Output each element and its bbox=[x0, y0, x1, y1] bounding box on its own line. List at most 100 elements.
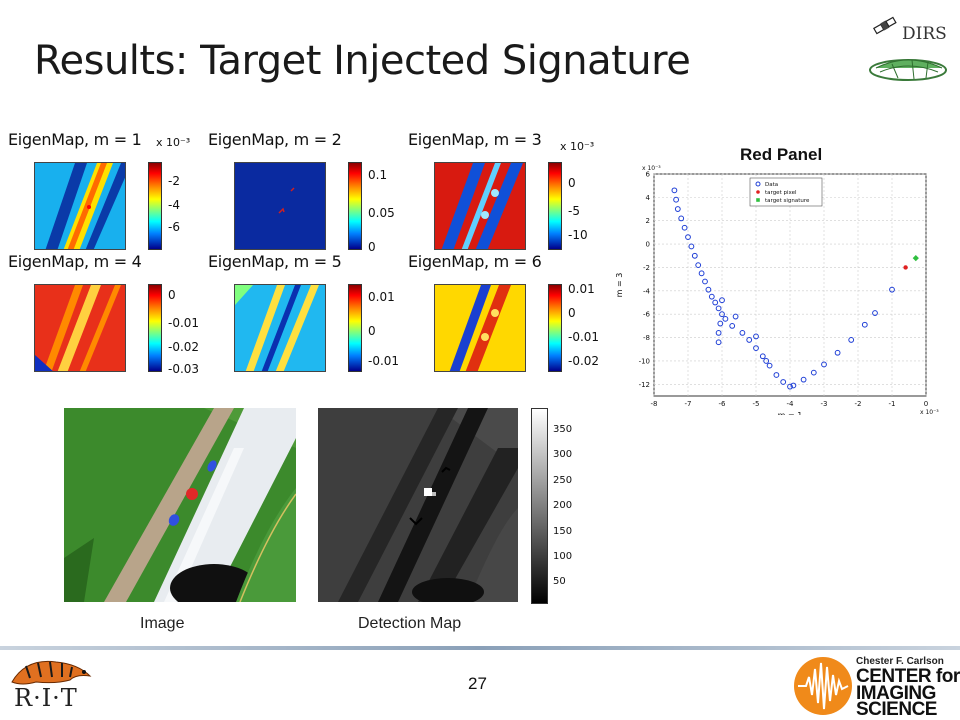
data-point bbox=[715, 339, 722, 346]
colorbar-tick: 350 bbox=[553, 424, 573, 435]
cis-logo-line3: IMAGING bbox=[856, 683, 936, 704]
x-tick-label: -2 bbox=[855, 400, 862, 408]
x-tick-label: -4 bbox=[787, 400, 795, 408]
data-point bbox=[705, 286, 712, 293]
colorbar-tick: -0.01 bbox=[168, 316, 200, 330]
chart-title: Red Panel bbox=[740, 145, 823, 164]
colorbar-tick: 0.01 bbox=[568, 282, 595, 296]
eigenmap-4: EigenMap, m = 4 0 -0.01 -0.02 -0.03 bbox=[8, 252, 208, 380]
eigenmap-label: EigenMap, m = 1 bbox=[8, 130, 142, 149]
data-point bbox=[688, 243, 695, 250]
x-tick-label: -3 bbox=[821, 400, 828, 408]
eigenmap-colorbar bbox=[348, 162, 362, 250]
cis-logo-line2: CENTER for bbox=[856, 666, 960, 687]
data-point bbox=[674, 206, 681, 212]
data-point bbox=[872, 310, 878, 316]
eigenmap-colorbar bbox=[548, 162, 562, 250]
x-tick-label: -1 bbox=[889, 400, 896, 408]
y-tick-label: 4 bbox=[646, 194, 651, 202]
colorbar-tick: -6 bbox=[168, 220, 180, 234]
colorbar-tick: 250 bbox=[553, 475, 573, 486]
y-tick-label: -6 bbox=[643, 311, 651, 319]
x-axis-label: m = 1 bbox=[778, 411, 803, 415]
colorbar-tick: -0.02 bbox=[168, 340, 200, 354]
colorbar-tick: 0.1 bbox=[368, 168, 388, 182]
eigenmap-exponent: x 10⁻³ bbox=[156, 136, 191, 149]
data-point bbox=[739, 330, 746, 336]
x-tick-label: 0 bbox=[924, 400, 928, 408]
x-axis-exponent: x 10⁻³ bbox=[920, 409, 939, 415]
detection-colorbar bbox=[531, 408, 548, 604]
data-point bbox=[810, 369, 817, 376]
colorbar-tick: 100 bbox=[553, 551, 573, 562]
eigenmap-image bbox=[34, 284, 126, 372]
y-tick-label: 2 bbox=[646, 217, 650, 225]
data-point bbox=[800, 376, 807, 383]
eigenmap-6: EigenMap, m = 6 0.01 0 -0.01 -0.02 bbox=[408, 252, 608, 380]
eigenmap-image bbox=[434, 284, 526, 372]
rit-logo-text: R·I·T bbox=[14, 684, 78, 712]
data-point bbox=[691, 252, 698, 259]
eigenmap-image bbox=[34, 162, 126, 250]
colorbar-tick: 300 bbox=[553, 449, 573, 460]
legend-entry: Data bbox=[765, 182, 778, 188]
data-point bbox=[671, 187, 678, 194]
x-tick-label: -7 bbox=[685, 400, 692, 408]
colorbar-tick: 0 bbox=[368, 240, 376, 254]
eigenmap-label: EigenMap, m = 4 bbox=[8, 252, 142, 271]
data-point bbox=[708, 293, 715, 300]
eigenmap-image bbox=[434, 162, 526, 250]
eigenmap-image bbox=[234, 284, 326, 372]
colorbar-tick: 0 bbox=[168, 288, 176, 302]
colorbar-tick: -0.01 bbox=[568, 330, 600, 344]
eigenmap-colorbar bbox=[148, 162, 162, 250]
data-point bbox=[753, 345, 759, 351]
legend-marker-data bbox=[755, 181, 761, 187]
y-tick-label: 6 bbox=[646, 171, 651, 179]
signal-wave-icon bbox=[794, 657, 852, 715]
data-point bbox=[729, 322, 736, 329]
data-point bbox=[673, 196, 679, 203]
colorbar-tick: 0.05 bbox=[368, 206, 395, 220]
colorbar-tick: -0.03 bbox=[168, 362, 200, 376]
colorbar-tick: 0.01 bbox=[368, 290, 395, 304]
legend-entry: target signature bbox=[765, 198, 810, 204]
legend-box bbox=[749, 177, 823, 207]
page-number: 27 bbox=[468, 674, 487, 693]
detection-map bbox=[318, 408, 518, 602]
data-point bbox=[753, 333, 759, 340]
x-tick-label: -6 bbox=[719, 400, 727, 408]
data-point bbox=[780, 379, 787, 385]
y-tick-label: -4 bbox=[643, 287, 651, 295]
target-pixel-point bbox=[903, 265, 908, 270]
slide-title: Results: Target Injected Signature bbox=[34, 38, 691, 84]
data-point bbox=[834, 349, 841, 356]
data-point bbox=[732, 313, 739, 320]
data-point bbox=[787, 383, 793, 390]
data-point bbox=[678, 215, 685, 222]
y-axis-exponent: x 10⁻³ bbox=[642, 165, 661, 172]
y-tick-label: -10 bbox=[639, 357, 650, 365]
eigenmap-exponent: x 10⁻³ bbox=[560, 140, 595, 153]
data-point bbox=[702, 278, 708, 285]
eigenmap-1: EigenMap, m = 1 x 10⁻³ -2 -4 -6 bbox=[8, 130, 208, 258]
data-point bbox=[719, 311, 725, 318]
colorbar-tick: 50 bbox=[553, 576, 566, 587]
colorbar-tick: -2 bbox=[168, 174, 180, 188]
colorbar-tick: -10 bbox=[568, 228, 588, 242]
colorbar-tick: 0 bbox=[568, 306, 576, 320]
x-tick-label: -5 bbox=[753, 400, 760, 408]
x-tick-label: -8 bbox=[651, 400, 658, 408]
rit-logo: R·I·T bbox=[6, 654, 96, 716]
data-point bbox=[712, 299, 719, 306]
data-point bbox=[685, 234, 691, 240]
data-point bbox=[763, 358, 770, 364]
eigenmap-label: EigenMap, m = 2 bbox=[208, 130, 342, 149]
colorbar-tick: 0 bbox=[568, 176, 576, 190]
eigenmap-label: EigenMap, m = 5 bbox=[208, 252, 342, 271]
legend-marker-target-pixel bbox=[756, 190, 760, 194]
dirs-logo: DIRS bbox=[862, 10, 954, 86]
data-point bbox=[889, 286, 895, 293]
y-tick-label: -8 bbox=[643, 334, 650, 342]
colorbar-tick: -0.01 bbox=[368, 354, 400, 368]
